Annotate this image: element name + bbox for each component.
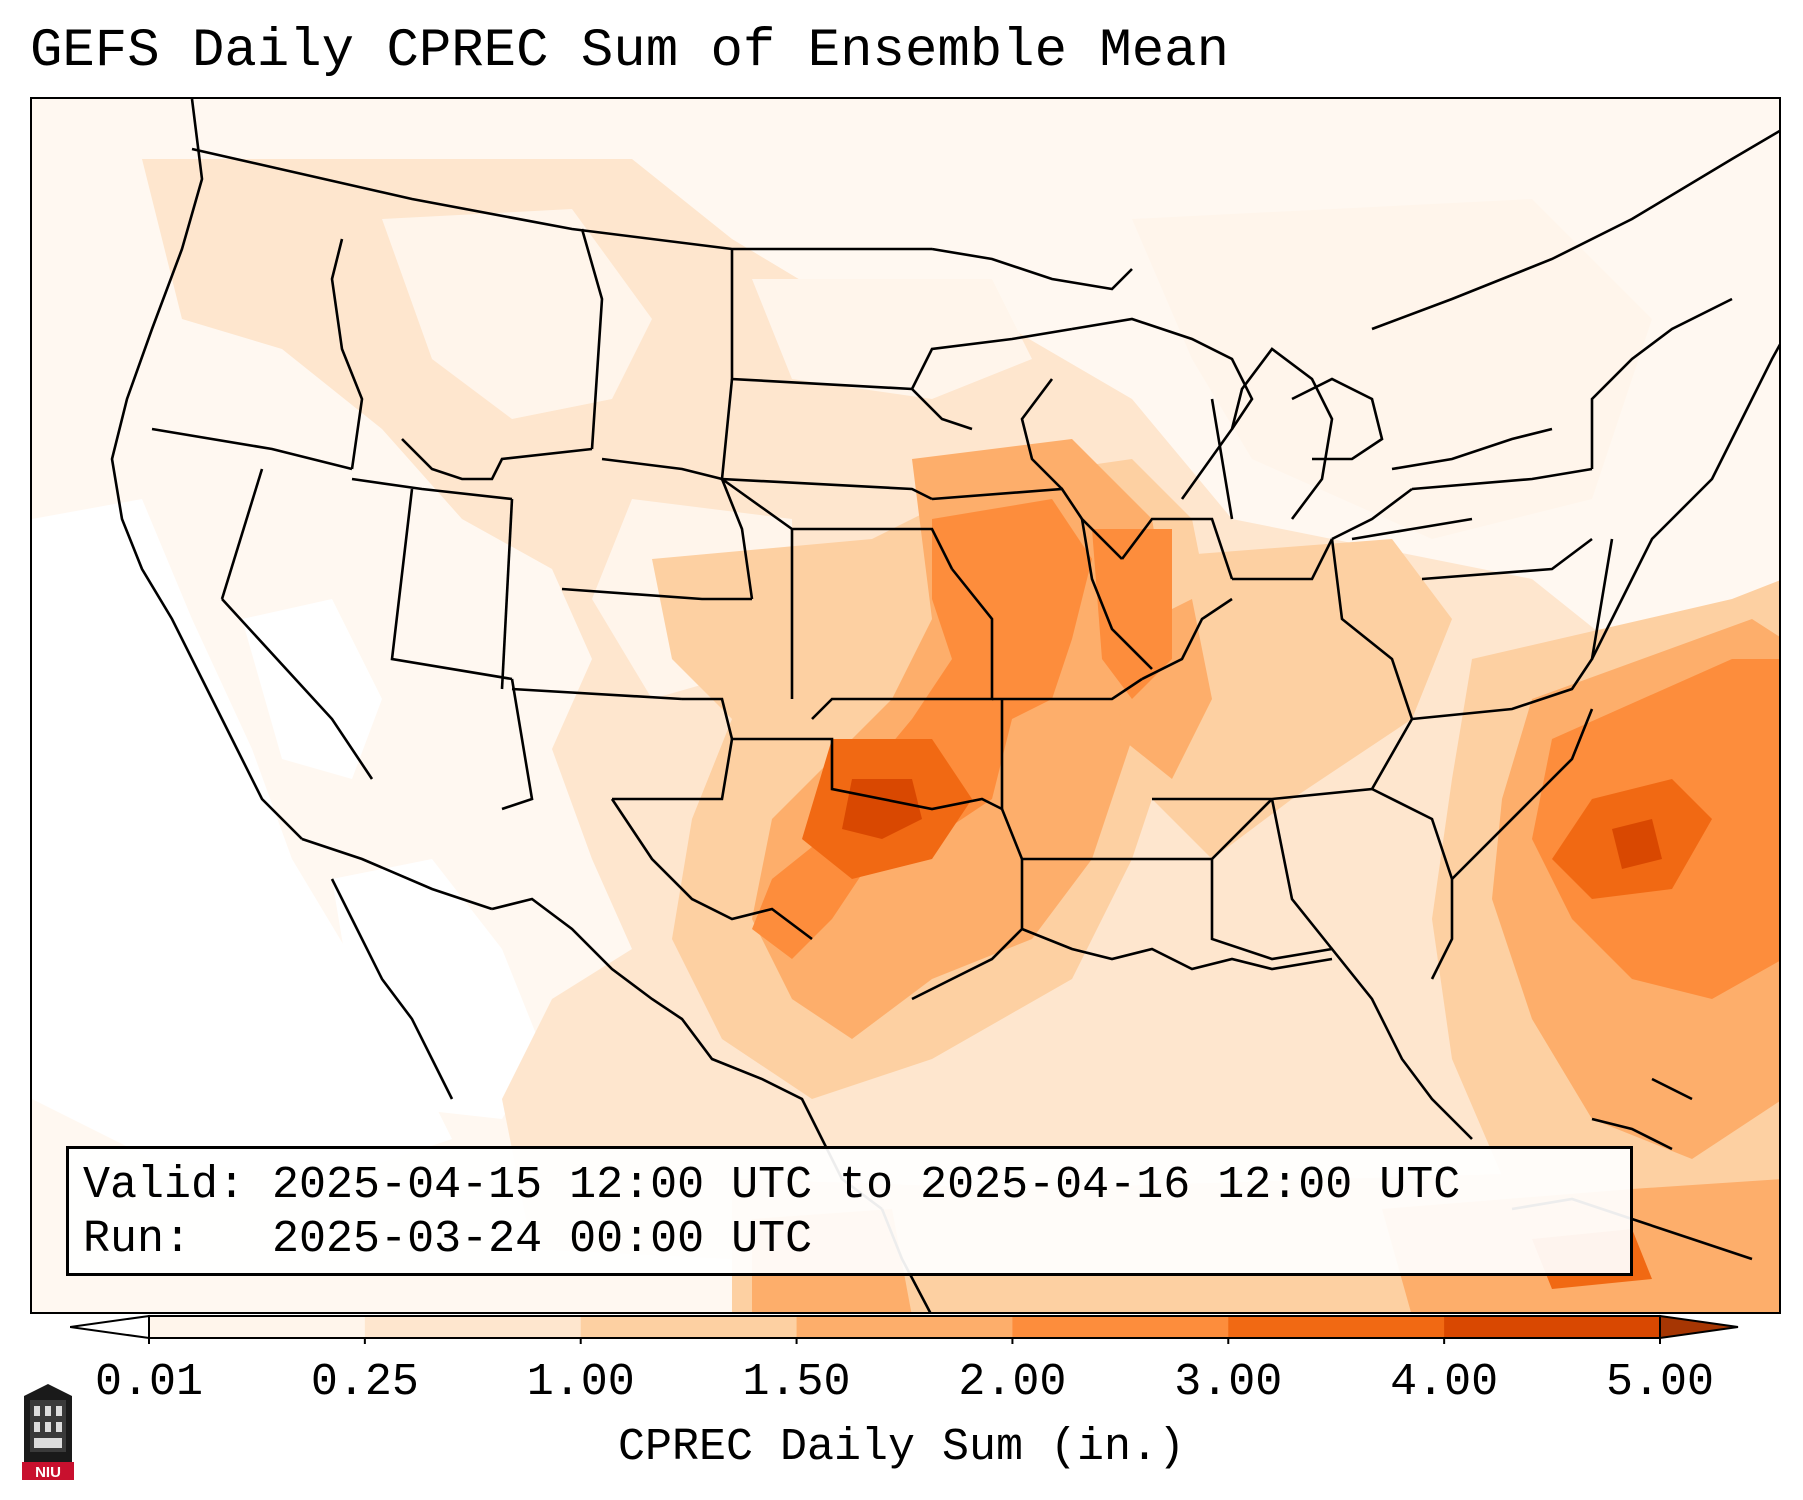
colorbar-segment	[796, 1316, 1013, 1338]
colorbar-frame	[148, 1315, 1661, 1339]
colorbar-over-arrow	[1659, 1314, 1739, 1340]
chart-title: GEFS Daily CPREC Sum of Ensemble Mean	[30, 21, 1229, 82]
colorbar	[70, 1314, 1739, 1344]
valid-label: Valid:	[83, 1160, 246, 1211]
precip-map-canvas	[32, 99, 1779, 1312]
colorbar-tick-label: 1.00	[526, 1357, 635, 1408]
colorbar-tick-label: 0.25	[310, 1357, 419, 1408]
colorbar-segment	[580, 1316, 798, 1338]
run-line: Run: 2025-03-24 00:00 UTC	[83, 1213, 1630, 1267]
colorbar-segment	[1012, 1316, 1229, 1338]
colorbar-under-arrow	[70, 1314, 150, 1340]
colorbar-tick-label: 2.00	[958, 1357, 1067, 1408]
precip-field	[32, 99, 1779, 1312]
valid-line: Valid: 2025-04-15 12:00 UTC to 2025-04-1…	[83, 1159, 1630, 1213]
run-value: 2025-03-24 00:00 UTC	[272, 1214, 813, 1265]
colorbar-segment	[364, 1316, 582, 1338]
colorbar-segment	[149, 1316, 366, 1338]
colorbar-tick-label: 1.50	[742, 1357, 851, 1408]
colorbar-tick-label: 0.01	[94, 1357, 204, 1408]
colorbar-tick-label: 3.00	[1174, 1357, 1283, 1408]
colorbar-tick-label: 4.00	[1390, 1357, 1499, 1408]
valid-value: 2025-04-15 12:00 UTC to 2025-04-16 12:00…	[272, 1160, 1461, 1211]
colorbar-tick-label: 5.00	[1605, 1357, 1715, 1408]
svg-text:NIU: NIU	[35, 1464, 61, 1481]
colorbar-label: CPREC Daily Sum (in.)	[617, 1422, 1186, 1473]
state-boundaries	[110, 99, 1779, 1312]
precip-map	[30, 97, 1781, 1314]
valid-run-info-box: Valid: 2025-04-15 12:00 UTC to 2025-04-1…	[66, 1146, 1633, 1276]
colorbar-segment	[1228, 1316, 1445, 1338]
niu-logo: NIU	[22, 1384, 74, 1481]
run-label: Run:	[83, 1214, 192, 1265]
colorbar-segment	[1444, 1316, 1661, 1338]
